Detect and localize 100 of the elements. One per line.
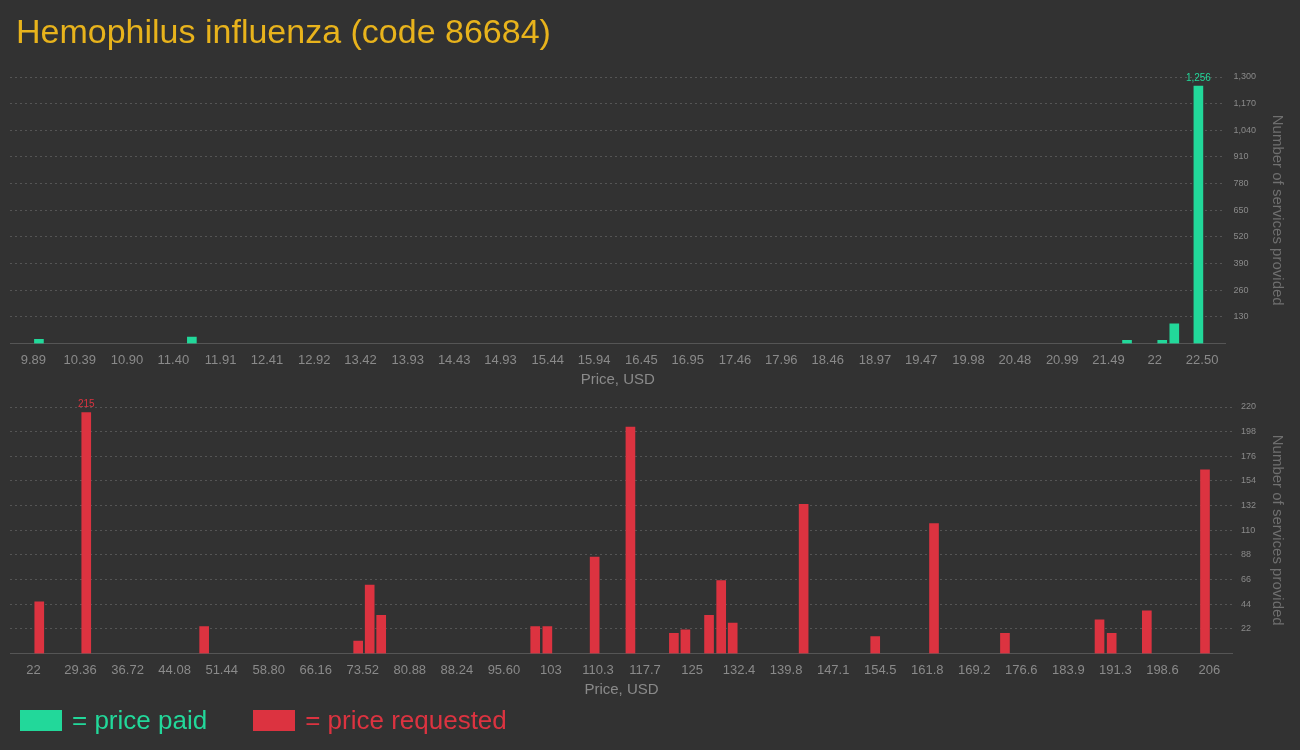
y-tick-label: 88	[1240, 549, 1251, 560]
x-tick-label: 73.52	[346, 661, 380, 677]
bar	[34, 338, 44, 344]
y-axis-title: Number of services provided	[1269, 434, 1287, 626]
y-tick-label: 22	[1240, 623, 1251, 634]
bar	[353, 640, 364, 654]
y-tick-label: 260	[1233, 284, 1249, 295]
x-tick-label: 13.93	[391, 351, 425, 367]
x-tick-label: 51.44	[205, 661, 238, 677]
x-tick-label: 22.50	[1185, 351, 1219, 367]
x-tick-label: 10.39	[63, 351, 96, 367]
bar	[669, 632, 679, 654]
x-tick-label: 14.43	[437, 351, 471, 367]
y-tick-label: 650	[1233, 204, 1249, 215]
y-tick-label: 198	[1240, 426, 1257, 437]
x-tick-label: 17.46	[718, 351, 752, 367]
x-tick-label: 20.48	[998, 351, 1032, 367]
y-tick-label: 110	[1240, 524, 1256, 535]
x-tick-label: 191.3	[1099, 661, 1132, 677]
x-tick-label: 12.92	[297, 351, 331, 367]
bar	[1157, 340, 1168, 344]
x-axis-title: Price, USD	[584, 680, 659, 698]
bar	[530, 626, 541, 654]
x-tick-label: 132.4	[722, 661, 756, 677]
y-tick-label: 66	[1240, 573, 1251, 584]
x-tick-label: 103	[540, 661, 562, 677]
y-tick-label: 520	[1233, 231, 1249, 242]
x-tick-label: 161.8	[910, 661, 944, 677]
x-tick-label: 95.60	[487, 661, 521, 677]
x-tick-label: 11.91	[204, 351, 237, 367]
y-tick-label: 390	[1233, 257, 1249, 268]
x-tick-label: 58.80	[252, 661, 285, 677]
y-tick-label: 132	[1240, 500, 1257, 511]
x-tick-label: 14.93	[484, 351, 517, 367]
x-tick-label: 18.97	[858, 351, 892, 367]
chart-title: Hemophilus influenza (code 86684)	[16, 12, 552, 51]
x-tick-label: 17.96	[765, 351, 798, 367]
y-tick-label: 220	[1240, 401, 1257, 412]
bar	[716, 580, 727, 654]
bar	[1200, 469, 1210, 654]
x-tick-label: 125	[681, 661, 703, 677]
x-tick-label: 110.3	[582, 661, 614, 677]
x-tick-label: 13.42	[344, 351, 377, 367]
y-tick-label: 176	[1240, 450, 1257, 461]
x-tick-label: 11.40	[157, 351, 190, 367]
x-tick-label: 154.5	[863, 661, 897, 677]
y-tick-label: 154	[1240, 475, 1257, 486]
bar	[1106, 632, 1117, 654]
y-tick-label: 1,170	[1233, 98, 1257, 109]
x-tick-label: 117.7	[629, 661, 661, 677]
bar	[199, 626, 209, 654]
legend-label: = price paid	[72, 705, 208, 736]
bar	[34, 601, 45, 654]
x-tick-label: 44.08	[158, 661, 191, 677]
bar	[625, 426, 636, 654]
bar	[870, 636, 881, 654]
x-tick-label: 147.1	[816, 661, 850, 677]
x-tick-label: 19.98	[952, 351, 985, 367]
x-tick-label: 29.36	[64, 661, 97, 677]
x-tick-label: 183.9	[1052, 661, 1085, 677]
x-tick-label: 20.99	[1045, 351, 1079, 367]
x-tick-label: 22	[1147, 351, 1163, 367]
x-tick-label: 139.8	[769, 661, 803, 677]
bar	[81, 412, 92, 654]
bar	[680, 629, 691, 654]
bar	[1000, 632, 1010, 654]
x-tick-label: 21.49	[1092, 351, 1125, 367]
x-tick-label: 198.6	[1146, 661, 1179, 677]
y-axis-title: Number of services provided	[1269, 114, 1287, 306]
y-tick-label: 910	[1233, 151, 1249, 162]
x-tick-label: 206	[1198, 661, 1221, 677]
y-tick-label: 44	[1240, 598, 1251, 609]
y-tick-label: 130	[1233, 311, 1249, 322]
bar	[1193, 85, 1204, 344]
x-tick-label: 15.94	[577, 351, 611, 367]
data-label: 1,256	[1185, 71, 1212, 83]
bar	[1142, 610, 1152, 654]
bar	[704, 614, 714, 654]
x-tick-label: 15.44	[531, 351, 565, 367]
x-tick-label: 169.2	[958, 661, 991, 677]
x-tick-label: 80.88	[393, 661, 427, 677]
bar	[727, 622, 738, 654]
x-tick-label: 66.16	[299, 661, 333, 677]
bar	[1094, 619, 1105, 654]
x-tick-label: 9.89	[20, 351, 47, 367]
bar	[589, 556, 600, 654]
y-tick-label: 1,300	[1233, 71, 1257, 82]
legend-label: = price requested	[305, 705, 507, 736]
y-tick-label: 1,040	[1233, 124, 1257, 135]
bar	[542, 626, 553, 654]
bar	[929, 523, 939, 654]
x-tick-label: 176.6	[1005, 661, 1038, 677]
bar	[187, 336, 197, 344]
bar	[1122, 340, 1132, 344]
x-tick-label: 12.41	[250, 351, 284, 367]
x-tick-label: 16.95	[671, 351, 704, 367]
data-label: 215	[77, 398, 96, 410]
x-tick-label: 18.46	[811, 351, 844, 367]
x-tick-label: 22	[26, 661, 41, 677]
x-tick-label: 36.72	[111, 661, 144, 677]
